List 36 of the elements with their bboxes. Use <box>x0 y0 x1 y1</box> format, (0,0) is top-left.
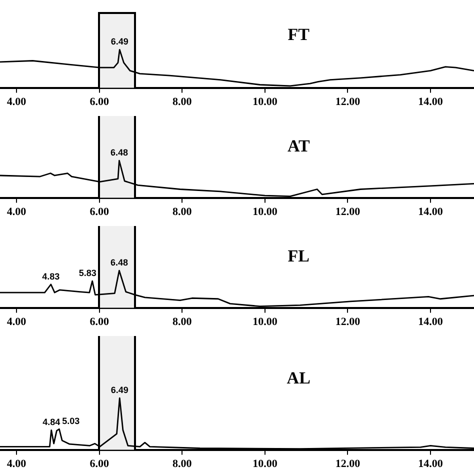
x-tick-label: 6.00 <box>90 206 110 218</box>
annotation: 6.48 <box>110 148 128 158</box>
annotation: 5.03 <box>62 416 80 426</box>
x-tick-label: 4.00 <box>6 96 27 108</box>
x-tick-label: 8.00 <box>172 458 192 470</box>
x-tick-label: 10.00 <box>252 96 278 108</box>
annotation: 6.49 <box>110 385 128 396</box>
x-tick-label: 14.00 <box>418 206 444 218</box>
annotation: 6.49 <box>110 36 128 47</box>
chart-title: FL <box>288 246 310 266</box>
x-tick-label: 6.00 <box>90 458 110 470</box>
x-tick-label: 10.00 <box>252 206 278 218</box>
x-tick-label: 4.00 <box>6 458 27 470</box>
x-tick-label: 8.00 <box>172 96 192 108</box>
x-tick-label: 6.00 <box>90 96 110 108</box>
x-tick-label: 4.00 <box>6 206 27 218</box>
x-tick-label: 6.00 <box>90 316 110 328</box>
chart-title: AL <box>286 368 310 388</box>
annotation: 4.84 <box>42 417 60 428</box>
x-tick-label: 8.00 <box>172 316 192 328</box>
x-tick-label: 14.00 <box>418 458 444 470</box>
x-tick-label: 12.00 <box>335 316 361 328</box>
x-tick-label: 14.00 <box>418 96 444 108</box>
x-tick-label: 10.00 <box>252 316 278 328</box>
annotation: 4.83 <box>42 271 60 282</box>
x-tick-label: 14.00 <box>418 316 444 328</box>
x-tick-label: 12.00 <box>335 458 361 470</box>
x-tick-label: 4.00 <box>6 316 27 328</box>
x-tick-label: 12.00 <box>335 96 361 108</box>
x-tick-label: 10.00 <box>252 458 278 470</box>
x-tick-label: 12.00 <box>335 206 361 218</box>
chart-title: FT <box>288 25 310 44</box>
chart-title: AT <box>287 136 310 156</box>
annotation: 5.83 <box>78 268 96 278</box>
annotation: 6.48 <box>110 258 128 268</box>
x-tick-label: 8.00 <box>172 206 192 218</box>
